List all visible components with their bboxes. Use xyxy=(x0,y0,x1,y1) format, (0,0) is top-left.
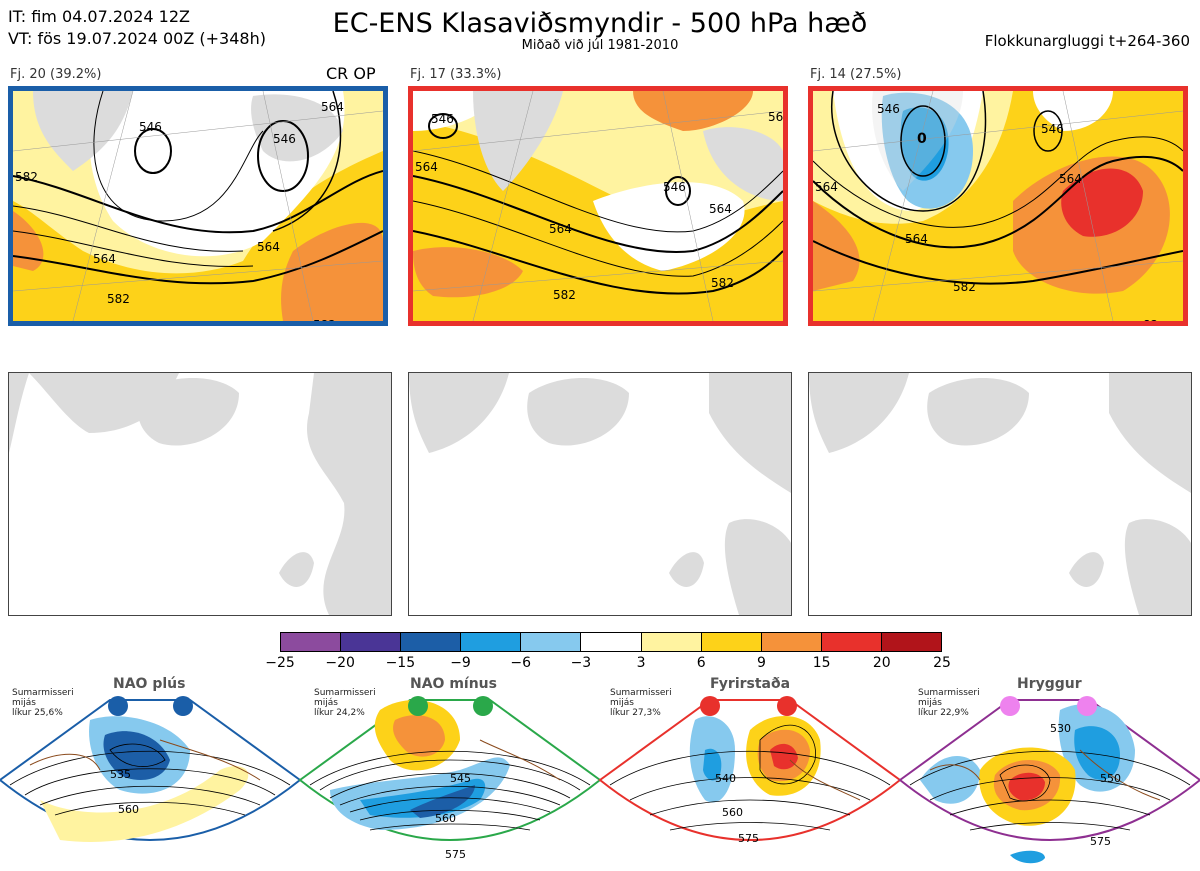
contour-label: 546 xyxy=(273,132,296,146)
colorbar-swatch xyxy=(701,633,762,651)
contour-label: 564 xyxy=(905,232,928,246)
contour-label: 582 xyxy=(15,170,38,184)
regime-contour: 575 xyxy=(445,848,466,861)
colorbar-tick: 6 xyxy=(696,655,706,671)
regime-nao-plus[interactable]: 535 560 NAO plús Sumarmisseri mijás líkur … xyxy=(0,670,302,870)
cluster-map-3[interactable]: 546 546 564 564 582 82 564 0 xyxy=(808,86,1188,326)
colorbar-swatch xyxy=(641,633,702,651)
empty-map-1 xyxy=(8,372,392,616)
contour-label: 564 xyxy=(549,222,572,236)
contour-label: 582 xyxy=(107,292,130,306)
vt-line: VT: fös 19.07.2024 00Z (+348h) xyxy=(8,29,266,48)
empty-map-2 xyxy=(408,372,792,616)
contour-label: 546 xyxy=(877,102,900,116)
it-line: IT: fim 04.07.2024 12Z xyxy=(8,7,190,26)
colorbar-tick: −6 xyxy=(510,655,532,671)
regime-title: NAO plús xyxy=(113,676,186,692)
contour-label: 546 xyxy=(1041,122,1064,136)
contour-label: 564 xyxy=(815,180,838,194)
contour-label: 546 xyxy=(663,180,686,194)
contour-label: 56 xyxy=(768,110,783,124)
regime-contour: 550 xyxy=(1100,772,1121,785)
regime-contour: 530 xyxy=(1050,722,1071,735)
contour-label: 564 xyxy=(93,252,116,266)
cluster-2-label: Fj. 17 (33.3%) xyxy=(410,67,502,82)
regime-contour: 560 xyxy=(435,812,456,825)
window-label: Flokkunargluggi t+264-360 xyxy=(984,32,1190,50)
colorbar-tick: −20 xyxy=(325,655,355,671)
colorbar-tick: −3 xyxy=(570,655,592,671)
cluster-3-label: Fj. 14 (27.5%) xyxy=(810,67,902,82)
colorbar-swatch xyxy=(341,633,402,651)
regime-blocking[interactable]: 540 560 575 Fyrirstaða Sumarmisseri mijás… xyxy=(598,670,902,870)
colorbar-swatch xyxy=(821,633,882,651)
regime-contour: 575 xyxy=(738,832,759,845)
regime-note: Sumarmisseri mijás líkur 24,2% xyxy=(314,688,376,718)
contour-label: 582 xyxy=(313,318,336,321)
colorbar xyxy=(280,632,942,652)
contour-label: 546 xyxy=(431,112,454,126)
regime-contour: 545 xyxy=(450,772,471,785)
regime-title: Hryggur xyxy=(1017,676,1082,692)
cluster-1-label: Fj. 20 (39.2%) xyxy=(10,67,102,82)
colorbar-swatch xyxy=(881,633,942,651)
regime-note: Sumarmisseri mijás líkur 27,3% xyxy=(610,688,672,718)
header-dates: IT: fim 04.07.2024 12Z VT: fös 19.07.202… xyxy=(8,6,266,50)
contour-label: 582 xyxy=(711,276,734,290)
regime-contour: 540 xyxy=(715,772,736,785)
regime-contour: 560 xyxy=(722,806,743,819)
colorbar-swatch xyxy=(521,633,582,651)
empty-map-3 xyxy=(808,372,1192,616)
contour-label: 0 xyxy=(917,131,927,147)
contour-label: 546 xyxy=(139,120,162,134)
regime-contour: 575 xyxy=(1090,835,1111,848)
page-title: EC-ENS Klasaviðsmyndir - 500 hPa hæð xyxy=(332,8,868,39)
page-subtitle: Miðað við júl 1981-2010 xyxy=(521,38,679,53)
contour-label: 564 xyxy=(415,160,438,174)
regime-title: Fyrirstaða xyxy=(710,676,791,692)
contour-label: 564 xyxy=(257,240,280,254)
regime-note: Sumarmisseri mijás líkur 25,6% xyxy=(12,688,74,718)
regime-ridge[interactable]: 530 550 575 Hryggur Sumarmisseri mijás lík… xyxy=(898,670,1200,870)
contour-label: 582 xyxy=(953,280,976,294)
contour-label: 582 xyxy=(553,288,576,302)
regime-note: Sumarmisseri mijás líkur 22,9% xyxy=(918,688,980,718)
contour-label: 564 xyxy=(1059,172,1082,186)
colorbar-swatch xyxy=(581,633,642,651)
regime-title: NAO mínus xyxy=(410,676,497,692)
contour-label: 82 xyxy=(1143,318,1158,321)
colorbar-swatch xyxy=(401,633,462,651)
colorbar-tick: 15 xyxy=(812,655,831,671)
regime-nao-minus[interactable]: 545 560 575 NAO mínus Sumarmisseri mijás l… xyxy=(298,670,602,870)
cluster-map-2[interactable]: 546 546 564 564 582 582 564 56 xyxy=(408,86,788,326)
colorbar-tick: 25 xyxy=(933,655,951,671)
colorbar-tick: −15 xyxy=(385,655,416,671)
colorbar-swatch xyxy=(761,633,822,651)
colorbar-swatch xyxy=(281,633,342,651)
cluster-1-tag: CR OP xyxy=(326,64,376,83)
cluster-map-1[interactable]: 546 546 564 564 582 582 582 564 xyxy=(8,86,388,326)
contour-label: 564 xyxy=(709,202,732,216)
contour-label: 564 xyxy=(321,100,344,114)
colorbar-tick: 3 xyxy=(636,655,646,671)
regime-contour: 560 xyxy=(118,803,139,816)
colorbar-tick: 20 xyxy=(872,655,891,671)
colorbar-tick: −25 xyxy=(265,655,295,671)
regime-contour: 535 xyxy=(110,768,131,781)
colorbar-tick: −9 xyxy=(450,655,471,671)
colorbar-tick: 9 xyxy=(756,655,766,671)
colorbar-swatch xyxy=(461,633,522,651)
